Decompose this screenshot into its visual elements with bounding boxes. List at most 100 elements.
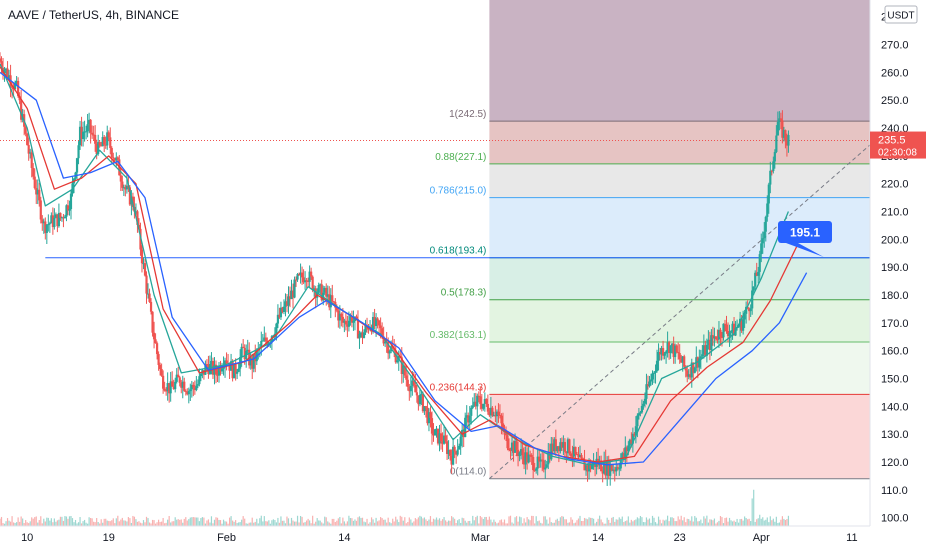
candle[interactable]	[195, 376, 198, 392]
candle[interactable]	[648, 375, 651, 388]
candle[interactable]	[725, 315, 728, 334]
candle[interactable]	[282, 299, 286, 315]
candle[interactable]	[637, 407, 641, 420]
candle[interactable]	[551, 437, 554, 455]
candle[interactable]	[728, 324, 731, 347]
candle[interactable]	[217, 362, 221, 383]
candle[interactable]	[152, 321, 156, 349]
candle[interactable]	[571, 445, 574, 468]
candle[interactable]	[394, 343, 397, 364]
candle[interactable]	[521, 441, 524, 465]
candle[interactable]	[452, 437, 455, 466]
candle[interactable]	[92, 125, 95, 141]
candle[interactable]	[293, 276, 296, 299]
candle[interactable]	[189, 383, 192, 402]
candle[interactable]	[142, 257, 145, 270]
candle[interactable]	[658, 347, 662, 361]
candle[interactable]	[159, 362, 162, 376]
candle[interactable]	[524, 446, 527, 475]
candle[interactable]	[526, 447, 529, 470]
candle[interactable]	[784, 129, 787, 149]
candle[interactable]	[657, 343, 660, 371]
candle[interactable]	[450, 449, 453, 474]
candle[interactable]	[225, 352, 228, 371]
candle[interactable]	[458, 443, 461, 450]
candle[interactable]	[103, 134, 106, 153]
fibonacci-retracement[interactable]: 1(242.5) 0.88(227.1) 0.786(215.0) 0.618(193…	[430, 0, 898, 480]
candle[interactable]	[470, 405, 473, 425]
candle[interactable]	[352, 310, 355, 331]
candle[interactable]	[305, 277, 308, 288]
candle[interactable]	[492, 411, 496, 417]
candle[interactable]	[18, 92, 21, 105]
candle[interactable]	[482, 403, 485, 411]
candle[interactable]	[439, 423, 443, 450]
candle[interactable]	[542, 453, 545, 473]
candle[interactable]	[693, 366, 696, 374]
candle[interactable]	[677, 342, 680, 360]
candle[interactable]	[196, 379, 199, 389]
candle[interactable]	[782, 126, 786, 142]
candle[interactable]	[143, 258, 147, 277]
candle[interactable]	[54, 212, 57, 219]
candle[interactable]	[36, 179, 39, 205]
candle[interactable]	[661, 340, 665, 360]
candle[interactable]	[690, 358, 693, 388]
candle[interactable]	[615, 459, 618, 476]
candle[interactable]	[411, 371, 414, 396]
candle[interactable]	[545, 460, 548, 469]
candle[interactable]	[435, 425, 438, 438]
candle[interactable]	[610, 464, 613, 472]
candle[interactable]	[556, 446, 559, 454]
candle[interactable]	[162, 370, 165, 394]
candle[interactable]	[106, 125, 109, 150]
candle[interactable]	[155, 341, 159, 360]
candle[interactable]	[198, 368, 201, 387]
candle[interactable]	[707, 330, 710, 350]
candle[interactable]	[376, 317, 379, 329]
candle[interactable]	[678, 344, 681, 364]
candle[interactable]	[781, 110, 784, 144]
candle[interactable]	[109, 127, 112, 155]
candle[interactable]	[319, 283, 322, 295]
candle[interactable]	[302, 269, 305, 285]
candle[interactable]	[242, 339, 245, 349]
candle[interactable]	[538, 449, 541, 468]
candle[interactable]	[63, 214, 67, 219]
candle[interactable]	[4, 67, 8, 76]
candle[interactable]	[287, 286, 290, 314]
candle[interactable]	[512, 440, 515, 462]
time-axis[interactable]: 10 19 Feb 14 Mar 14 23 Apr 11	[0, 525, 870, 550]
candle[interactable]	[30, 147, 33, 178]
candle[interactable]	[646, 375, 650, 390]
candle[interactable]	[671, 342, 674, 354]
candle[interactable]	[210, 352, 213, 375]
candle[interactable]	[436, 428, 440, 446]
candle[interactable]	[231, 359, 234, 382]
candle[interactable]	[541, 451, 544, 472]
candle[interactable]	[722, 323, 725, 341]
candle[interactable]	[279, 301, 283, 321]
candle[interactable]	[748, 307, 751, 321]
candle[interactable]	[719, 327, 722, 346]
candle[interactable]	[134, 203, 138, 215]
candle[interactable]	[468, 406, 471, 431]
candle[interactable]	[113, 157, 116, 162]
candle[interactable]	[237, 363, 240, 373]
candle[interactable]	[705, 338, 708, 363]
candle[interactable]	[483, 392, 486, 412]
candle[interactable]	[672, 336, 675, 364]
candle[interactable]	[220, 362, 224, 375]
candle[interactable]	[577, 446, 580, 459]
candle[interactable]	[346, 315, 349, 338]
candle[interactable]	[285, 293, 289, 313]
candle[interactable]	[183, 377, 186, 392]
candle[interactable]	[433, 428, 437, 436]
candle[interactable]	[89, 119, 92, 144]
candle[interactable]	[432, 423, 435, 442]
candle[interactable]	[178, 375, 181, 387]
candle[interactable]	[749, 304, 752, 317]
candle[interactable]	[51, 207, 54, 235]
candle[interactable]	[408, 383, 411, 401]
